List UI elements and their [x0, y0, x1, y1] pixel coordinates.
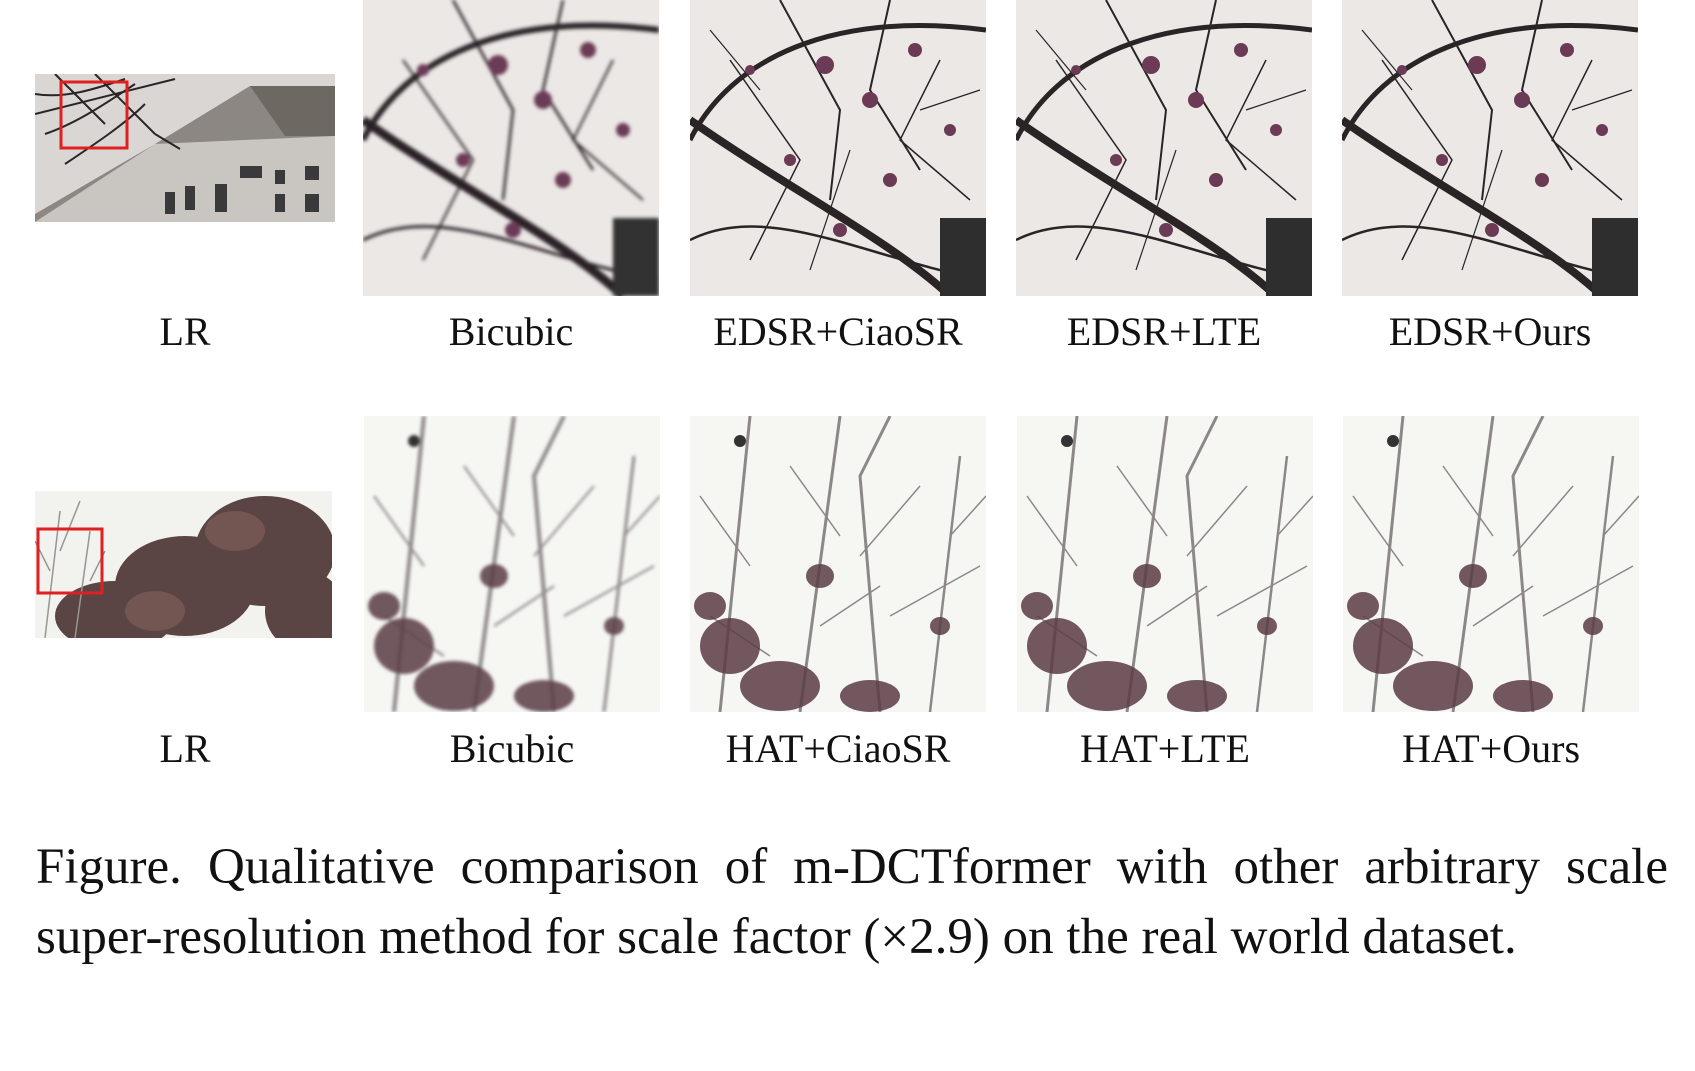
- figure-caption: Figure. Qualitative comparison of m-DCTf…: [36, 839, 1668, 965]
- panel-label: Bicubic: [449, 726, 575, 771]
- crop-edsr-ours: [1342, 0, 1638, 296]
- zoom-box: [36, 527, 104, 595]
- panel-label: LR: [159, 309, 211, 354]
- panel-label: HAT+CiaoSR: [725, 726, 951, 771]
- lr-thumbnail-trees: [35, 491, 332, 638]
- zoom-box: [59, 80, 129, 150]
- lr-thumbnail-building: [35, 74, 335, 222]
- crop-hat-ours: [1343, 416, 1639, 712]
- panel-label: HAT+LTE: [1080, 726, 1250, 771]
- crop-hat-lte: [1017, 416, 1313, 712]
- panel-label: EDSR+LTE: [1066, 309, 1262, 354]
- crop-bicubic-row2: [364, 416, 660, 712]
- crop-edsr-ciaosr: [690, 0, 986, 296]
- panel-label: Bicubic: [448, 309, 574, 354]
- crop-edsr-lte: [1016, 0, 1312, 296]
- panel-label: EDSR+Ours: [1388, 309, 1592, 354]
- crop-bicubic-row1: [363, 0, 659, 296]
- crop-hat-ciaosr: [690, 416, 986, 712]
- panel-label: EDSR+CiaoSR: [713, 309, 963, 354]
- panel-label: LR: [159, 726, 211, 771]
- panel-label: HAT+Ours: [1401, 726, 1581, 771]
